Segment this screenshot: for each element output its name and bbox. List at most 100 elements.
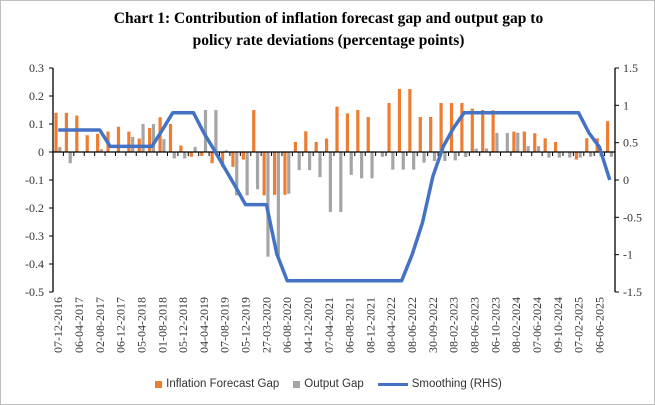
output-gap-bar <box>328 152 332 212</box>
inflation-gap-bar <box>179 145 183 152</box>
output-gap-bar <box>360 152 364 179</box>
inflation-gap-bar <box>96 133 100 152</box>
output-gap-bar <box>443 152 447 161</box>
output-gap-bar <box>536 146 541 152</box>
x-tick-label: 07-08-2019 <box>218 297 232 353</box>
legend-item-inflation: Inflation Forecast Gap <box>155 378 279 390</box>
output-gap-bar <box>401 152 405 170</box>
output-gap-bar <box>609 152 613 157</box>
output-gap-bar <box>464 152 468 158</box>
inflation-gap-bar <box>418 117 422 152</box>
inflation-gap-bar <box>574 152 578 160</box>
output-gap-bar <box>235 152 239 196</box>
output-gap-bar <box>162 139 166 152</box>
x-tick-label: 06-06-2025 <box>592 297 606 353</box>
x-tick-label: 05-12-2019 <box>239 297 253 353</box>
output-gap-bar <box>516 132 520 152</box>
output-gap-bar <box>172 152 176 159</box>
right-tick-label: 1.5 <box>623 61 638 75</box>
x-tick-label: 07-04-2021 <box>322 297 336 353</box>
inflation-gap-bar <box>189 152 193 157</box>
output-gap-bar <box>578 152 582 158</box>
inflation-gap-bar <box>449 103 454 152</box>
x-tick-label: 04-04-2019 <box>197 297 211 353</box>
legend-swatch-inflation <box>155 380 163 388</box>
x-tick-label: 08-06-2023 <box>468 297 482 353</box>
output-gap-bar <box>349 152 353 175</box>
inflation-gap-bar <box>366 117 370 152</box>
inflation-gap-bar <box>252 110 256 152</box>
output-gap-bar <box>307 152 312 171</box>
inflation-gap-bar <box>460 103 464 152</box>
inflation-gap-bar <box>387 103 391 152</box>
output-gap-bar <box>412 152 416 170</box>
left-tick-label: 0.2 <box>29 89 44 103</box>
output-gap-bar <box>547 152 551 158</box>
inflation-gap-bar <box>116 126 121 152</box>
inflation-gap-bar <box>522 131 526 152</box>
output-gap-bar <box>214 110 218 152</box>
output-gap-bar <box>318 152 322 178</box>
output-gap-bar <box>453 152 457 161</box>
right-tick-label: 0.5 <box>623 136 638 150</box>
left-tick-label: -0.4 <box>25 257 44 271</box>
inflation-gap-bar <box>408 89 412 152</box>
legend-item-smoothing: Smoothing (RHS) <box>377 378 502 390</box>
right-tick-label: 1 <box>623 98 629 112</box>
inflation-gap-bar <box>324 138 329 152</box>
inflation-gap-bar <box>262 152 266 196</box>
inflation-gap-bar <box>54 112 58 152</box>
inflation-gap-bar <box>439 103 443 152</box>
output-gap-bar <box>183 152 187 159</box>
output-gap-bar <box>297 152 301 171</box>
x-tick-label: 08-02-2024 <box>509 297 523 353</box>
inflation-gap-bar <box>553 141 558 152</box>
x-tick-label: 02-08-2017 <box>93 297 107 353</box>
output-gap-bar <box>131 136 135 152</box>
inflation-gap-bar <box>397 89 402 152</box>
legend-swatch-output <box>293 380 301 388</box>
x-tick-label: 08-02-2023 <box>447 297 461 353</box>
right-tick-label: -1.5 <box>623 285 642 299</box>
x-tick-label: 07-06-2024 <box>530 297 544 353</box>
right-tick-label: 0 <box>623 173 629 187</box>
inflation-gap-bar <box>168 124 173 152</box>
right-tick-label: -1 <box>623 248 633 262</box>
x-tick-label: 27-03-2020 <box>259 297 273 353</box>
inflation-gap-bar <box>148 127 152 152</box>
x-tick-label: 06-04-2017 <box>72 297 86 353</box>
x-tick-label: 05-04-2018 <box>134 297 148 353</box>
output-gap-bar <box>255 152 260 190</box>
inflation-gap-bar <box>231 152 235 167</box>
output-gap-bar <box>422 152 426 163</box>
right-tick-label: -0.5 <box>623 210 642 224</box>
inflation-gap-bar <box>283 152 287 195</box>
left-tick-label: -0.5 <box>25 285 44 299</box>
inflation-gap-bar <box>304 131 308 152</box>
title-line-2: policy rate deviations (percentage point… <box>192 32 465 49</box>
output-gap-bar <box>557 152 561 158</box>
inflation-gap-bar <box>533 133 537 152</box>
left-tick-label: 0.3 <box>29 61 44 75</box>
x-tick-label: 01-08-2018 <box>155 297 169 353</box>
output-gap-bar <box>287 152 291 194</box>
smoothing-line <box>58 111 612 283</box>
x-tick-label: 06-08-2021 <box>343 297 357 353</box>
left-tick-label: -0.2 <box>25 201 44 215</box>
inflation-gap-bar <box>75 115 79 152</box>
output-gap-bar <box>391 152 395 170</box>
output-gap-bar <box>568 152 572 158</box>
output-gap-bar <box>505 132 509 152</box>
inflation-gap-bar <box>272 152 277 195</box>
inflation-gap-bar <box>314 141 318 152</box>
legend-swatch-smoothing <box>377 382 408 386</box>
output-gap-bar <box>224 150 228 152</box>
inflation-gap-bar <box>241 152 245 160</box>
output-gap-bar <box>370 152 374 179</box>
output-gap-bar <box>380 152 385 157</box>
inflation-gap-bar <box>200 152 204 156</box>
x-tick-label: 08-04-2022 <box>384 297 398 353</box>
inflation-gap-bar <box>429 117 433 152</box>
